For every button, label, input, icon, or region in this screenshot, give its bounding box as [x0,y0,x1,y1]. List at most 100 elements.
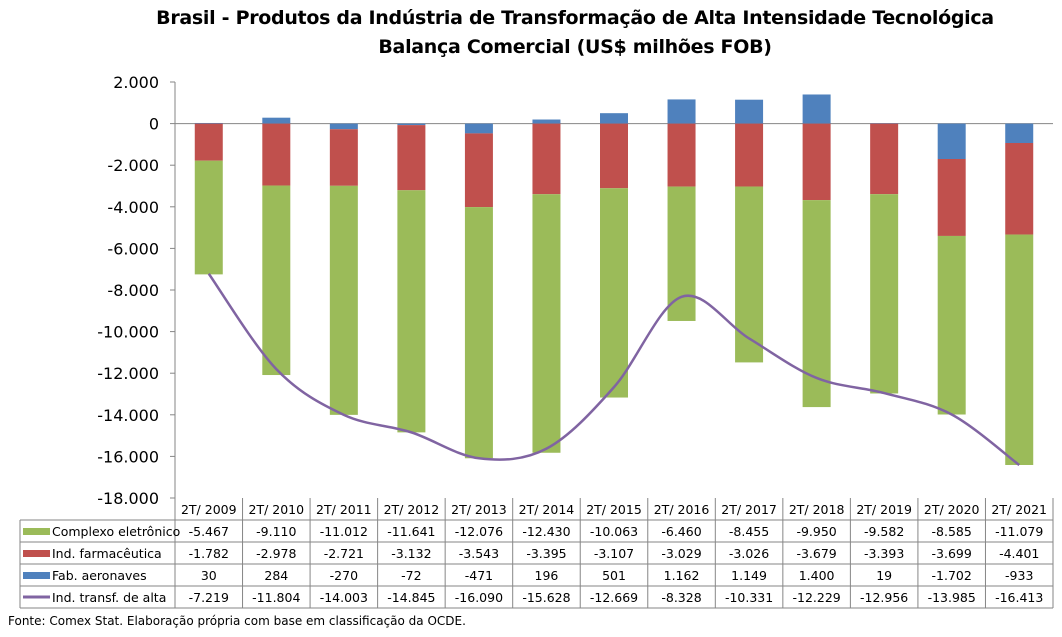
bar-ind-farmac-utica [194,123,223,161]
legend-key [23,572,50,579]
table-value: -12.229 [792,590,840,605]
y-tick-label: -6.000 [107,239,159,258]
bar-fab-aeronaves [937,123,966,160]
table-value: 30 [201,568,217,583]
table-value: -3.029 [661,546,701,561]
table-value: -14.845 [387,590,435,605]
y-tick-label: -8.000 [107,281,159,300]
table-value: -471 [465,568,493,583]
bar-ind-farmac-utica [532,123,561,195]
table-value: 196 [535,568,559,583]
legend-key [23,550,50,557]
y-tick-label: -2.000 [107,156,159,175]
category-label: 2T/ 2018 [789,502,845,517]
bar-ind-farmac-utica [1005,143,1034,235]
table-value: -3.395 [526,546,566,561]
table-value: -14.003 [320,590,368,605]
table-value: -9.950 [796,524,836,539]
table-value: -9.110 [256,524,296,539]
bar-fab-aeronaves [600,113,628,124]
table-value: -1.702 [932,568,972,583]
legend-label: Fab. aeronaves [52,568,147,583]
y-tick-label: 0 [149,115,159,134]
bar-ind-farmac-utica [937,159,966,236]
table-value: -3.107 [594,546,634,561]
table-value: -4.401 [999,546,1039,561]
bar-complexo-eletr-nico [600,188,628,398]
bar-fab-aeronaves [667,99,696,124]
table-value: -3.026 [729,546,769,561]
chart-subtitle: Balança Comercial (US$ milhões FOB) [378,36,772,58]
table-value: -11.641 [387,524,435,539]
y-tick-label: -14.000 [97,406,159,425]
bar-ind-farmac-utica [802,123,831,201]
table-value: -3.699 [932,546,972,561]
table-value: -270 [330,568,358,583]
category-label: 2T/ 2012 [384,502,440,517]
category-label: 2T/ 2021 [991,502,1047,517]
bar-ind-farmac-utica [262,123,291,186]
table-value: -11.079 [995,524,1043,539]
line-ind-transf-de-alta [207,273,1020,466]
table-value: -11.804 [252,590,300,605]
table-value: -2.978 [256,546,296,561]
table-value: -13.985 [928,590,976,605]
y-tick-label: -10.000 [97,323,159,342]
bar-ind-farmac-utica [667,123,696,187]
bar-complexo-eletr-nico [667,186,696,321]
bar-ind-farmac-utica [397,125,426,191]
table-value: -1.782 [189,546,229,561]
y-tick-label: -18.000 [97,489,159,508]
legend-key [23,528,50,535]
bar-fab-aeronaves [735,99,764,124]
category-label: 2T/ 2013 [451,502,507,517]
bar-complexo-eletr-nico [532,194,561,453]
table-value: -12.669 [590,590,638,605]
bar-fab-aeronaves [464,123,493,134]
bar-complexo-eletr-nico [464,207,493,459]
bar-fab-aeronaves [802,94,831,124]
table-value: 1.400 [799,568,835,583]
y-tick-label: -12.000 [97,364,159,383]
table-value: -8.455 [729,524,769,539]
bar-fab-aeronaves [397,123,426,126]
table-value: -5.467 [189,524,229,539]
table-value: -3.679 [796,546,836,561]
bar-complexo-eletr-nico [735,186,764,363]
bar-ind-farmac-utica [600,123,628,189]
source-note: Fonte: Comex Stat. Elaboração própria co… [8,614,466,628]
table-value: -3.393 [864,546,904,561]
bar-ind-farmac-utica [464,133,493,208]
bar-fab-aeronaves [194,122,223,124]
table-value: 501 [602,568,626,583]
table-value: -9.582 [864,524,904,539]
table-value: -16.090 [455,590,503,605]
table-value: -2.721 [324,546,364,561]
table-value: -11.012 [320,524,368,539]
table-value: -10.063 [590,524,638,539]
category-label: 2T/ 2010 [249,502,305,517]
bar-fab-aeronaves [532,119,561,124]
table-value: -6.460 [661,524,701,539]
table-value: 1.162 [664,568,700,583]
bar-fab-aeronaves [262,117,291,124]
y-tick-label: -16.000 [97,447,159,466]
bar-complexo-eletr-nico [870,194,899,394]
table-value: -12.430 [522,524,570,539]
bar-complexo-eletr-nico [194,160,223,275]
table-value: -8.585 [932,524,972,539]
category-label: 2T/ 2019 [856,502,912,517]
bar-complexo-eletr-nico [1005,234,1034,465]
table-value: -12.076 [455,524,503,539]
legend-label: Ind. farmacêutica [52,546,162,561]
y-tick-label: -4.000 [107,198,159,217]
table-value: -8.328 [661,590,701,605]
table-value: -16.413 [995,590,1043,605]
chart-title: Brasil - Produtos da Indústria de Transf… [156,7,994,29]
category-label: 2T/ 2016 [654,502,710,517]
category-label: 2T/ 2009 [181,502,237,517]
category-label: 2T/ 2011 [316,502,372,517]
legend-label: Complexo eletrônico [52,524,180,539]
